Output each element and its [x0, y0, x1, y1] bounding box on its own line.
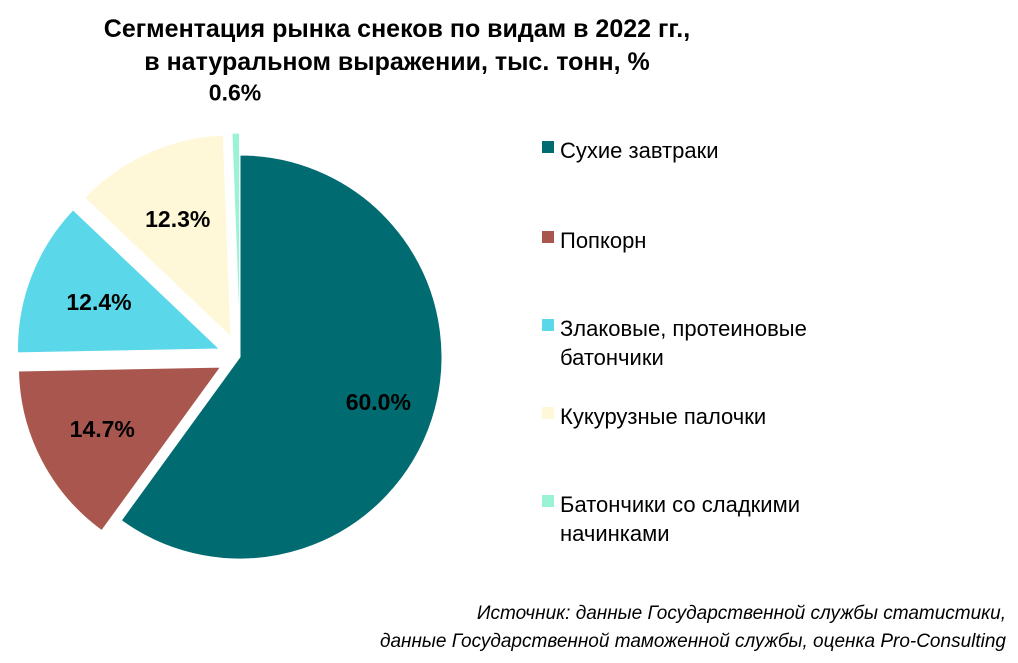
- legend-swatch: [542, 407, 554, 419]
- source-note-line: Источник: данные Государственной службы …: [477, 603, 1006, 624]
- slice-data-label: 14.7%: [70, 416, 135, 442]
- slice-data-label: 12.3%: [145, 206, 210, 232]
- pie-slice: [18, 366, 222, 532]
- chart-title-line: в натуральном выражении, тыс. тонн, %: [144, 48, 649, 76]
- legend-swatch: [542, 495, 554, 507]
- legend-label: Злаковые, протеиновые: [560, 316, 807, 341]
- source-note-line: данные Государственной таможенной службы…: [380, 631, 1006, 652]
- legend-swatch: [542, 319, 554, 331]
- legend-label: начинками: [560, 521, 670, 546]
- legend-label: батончики: [560, 345, 664, 370]
- legend-swatch: [542, 141, 554, 153]
- slice-data-label: 60.0%: [346, 389, 411, 415]
- source-note: Источник: данные Государственной службы …: [380, 603, 1006, 652]
- pie-slices: [17, 132, 443, 560]
- legend-label: Попкорн: [560, 228, 646, 253]
- legend-label: Кукурузные палочки: [560, 404, 766, 429]
- pie-slice: [231, 132, 241, 336]
- chart-title: Сегментация рынка снеков по видам в 2022…: [104, 15, 690, 76]
- slice-labels: 60.0% 14.7% 12.4% 12.3% 0.6%: [66, 80, 411, 442]
- legend: Сухие завтраки Попкорн Злаковые, протеинов…: [542, 138, 807, 546]
- slice-data-label: 0.6%: [209, 80, 261, 106]
- slice-data-label: 12.4%: [66, 289, 131, 315]
- legend-label: Сухие завтраки: [560, 138, 719, 163]
- pie-slice: [83, 134, 232, 339]
- pie-slice: [17, 209, 221, 354]
- chart-title-line: Сегментация рынка снеков по видам в 2022…: [104, 15, 690, 43]
- pie-slice: [120, 154, 443, 560]
- legend-label: Батончики со сладкими: [560, 492, 800, 517]
- legend-swatch: [542, 231, 554, 243]
